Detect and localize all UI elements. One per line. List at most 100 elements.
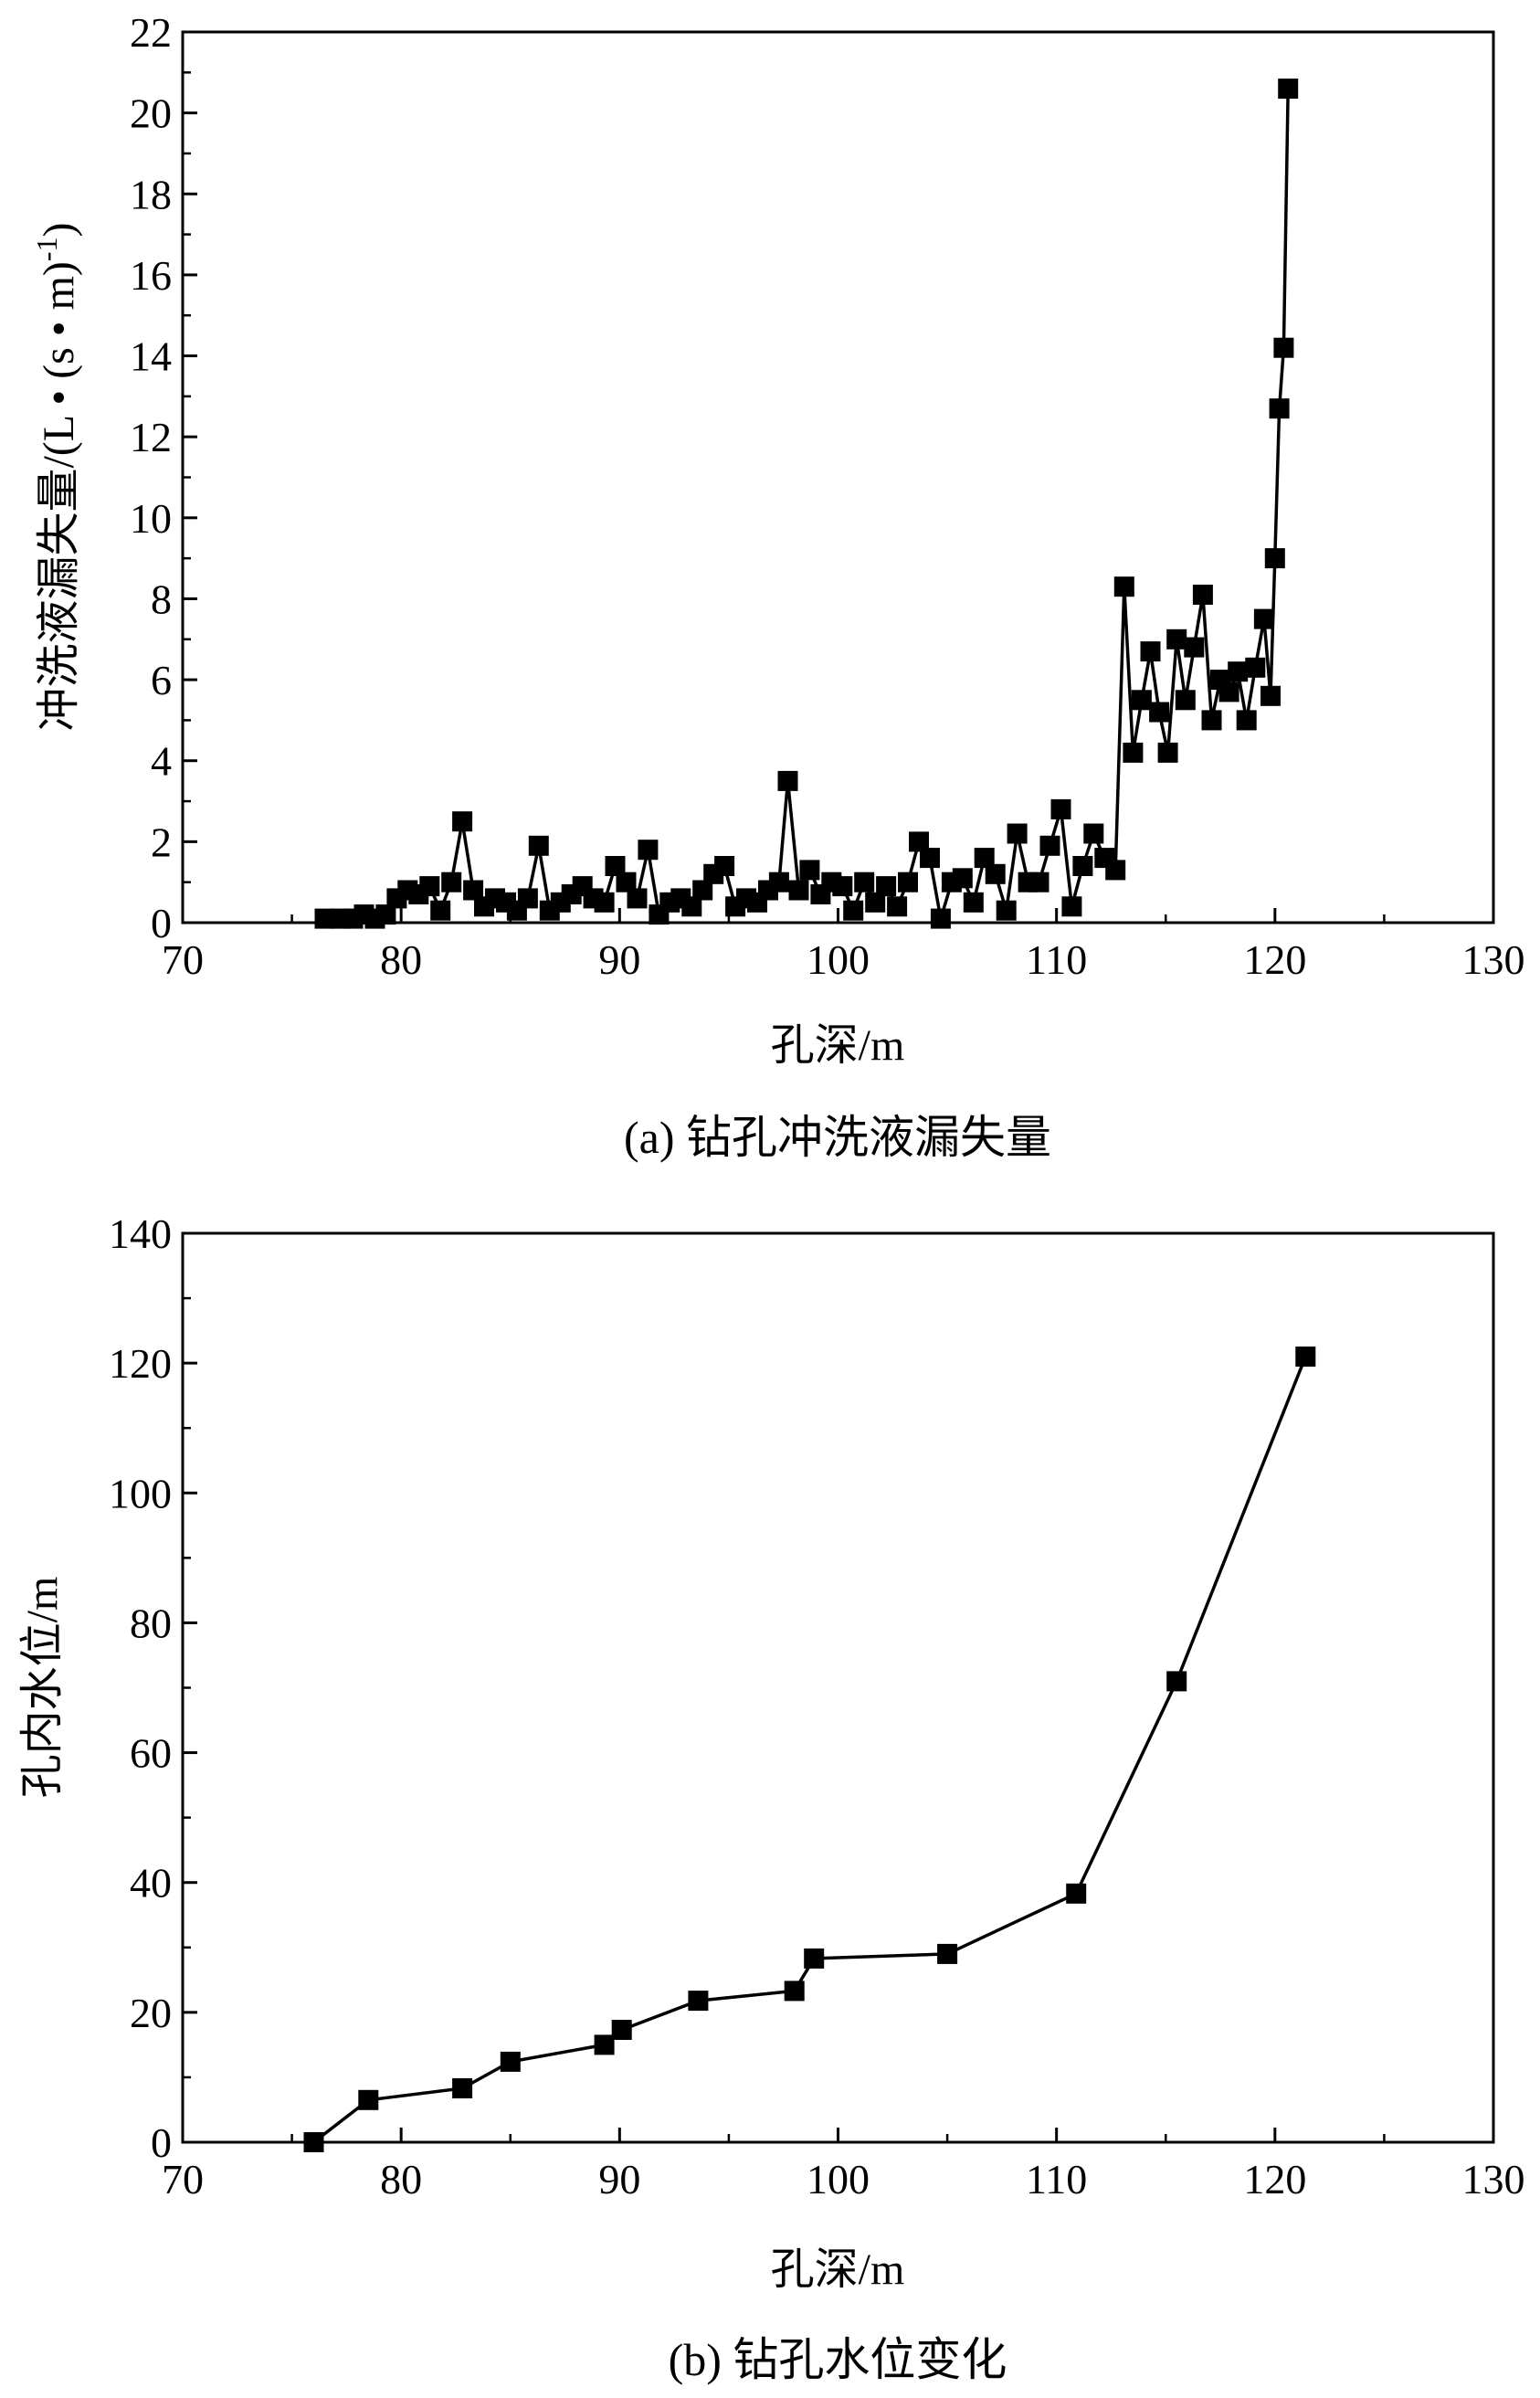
chart-b-data-point [784,1981,805,2002]
chart-a-data-point [832,876,853,897]
chart-a-data-point [627,888,648,909]
chart-b-y-tick-label: 120 [109,1340,172,1387]
chart-a-data-point [1245,657,1266,678]
chart-a-y-axis-title-main: 冲洗液漏失量/(L • (s • m) [35,261,83,731]
chart-a-y-tick-label: 18 [130,171,172,217]
chart-a-data-point [1072,856,1093,876]
chart-a-data-point [1166,629,1187,650]
chart-b-data-point [452,2078,473,2098]
chart-b-x-tick-label: 100 [807,2156,870,2203]
chart-a-data-point [1157,742,1178,763]
chart-b-x-tick-label: 110 [1026,2156,1087,2203]
chart-a-data-point [985,863,1006,884]
chart-b-y-axis-title: 孔内水位/m [18,1577,67,1799]
chart-a-data-point [887,896,908,917]
chart-a-y-tick-label: 6 [151,657,172,703]
chart-a-data-point [920,848,940,869]
chart-a-y-tick-label: 20 [130,90,172,137]
chart-a-x-tick-label: 120 [1243,936,1306,983]
chart-b-ticks: 70 80 90 100 110 120 130 0 20 40 60 80 100 120 140 [109,1210,1525,2203]
chart-a-data-point [1083,823,1104,844]
chart-a-x-tick-label: 110 [1026,936,1087,983]
chart-b-x-tick-label: 70 [162,2156,204,2203]
chart-a-y-tick-label: 12 [130,414,172,460]
chart-a-data-point [963,892,984,913]
chart-a-y-axis-title-close: ) [35,222,83,237]
chart-a-data-point [1149,702,1170,723]
chart-a-data-point [605,856,626,876]
chart-a-data-point [1123,742,1144,763]
chart-a-data-point [638,840,659,861]
chart-a-data-point [1140,641,1161,662]
chart-a-y-tick-label: 4 [151,738,172,785]
chart-a-data-point [1269,398,1290,419]
chart-a-data-point [1228,661,1249,682]
chart-a-x-tick-label: 130 [1462,936,1525,983]
chart-a-data-point [1113,576,1134,597]
chart-a-data-point [1236,710,1257,731]
chart-a-data-point [1105,860,1126,881]
chart-a-data-point [768,872,789,893]
chart-a-data-point [1201,710,1222,731]
chart-a-data-point [1192,585,1213,605]
chart-a-data-point [1028,872,1050,893]
chart-b-caption: (b) 钻孔水位变化 [669,2334,1007,2385]
chart-a-data-point [375,904,396,925]
chart-b-x-axis-title: 孔深/m [771,2245,905,2294]
chart-b-marks [303,1347,1316,2152]
chart-a-data-point [452,811,473,832]
chart-a-y-tick-label: 22 [130,9,172,56]
chart-a-data-point [865,892,886,913]
chart-b-data-point [1295,1347,1316,1367]
chart-a-data-point [974,848,995,869]
chart-a-data-point [594,892,615,913]
chart-a-data-point [1273,337,1294,358]
chart-a-data-point [1260,685,1281,706]
chart-a-x-tick-label: 90 [598,936,640,983]
chart-a-data-point [692,880,713,901]
chart-b-data-point [1066,1883,1087,1904]
chart-a-data-point [430,900,451,921]
chart-a-data-point [1175,690,1196,711]
chart-a-x-tick-label: 70 [162,936,204,983]
chart-b-series-line [312,1356,1307,2144]
chart-a-data-point [714,856,735,876]
chart-b-data-point [500,2051,521,2072]
chart-a-data-point [777,770,798,791]
chart-a-leakage: 70 80 90 100 110 120 130 0 2 4 6 8 10 12 14 16 18 20 22 孔深… [30,9,1525,1163]
chart-b-y-tick-label: 0 [151,2119,172,2166]
chart-a-series-line [324,88,1290,921]
chart-a-data-point [788,880,809,901]
chart-a-data-point [1253,608,1274,629]
chart-a-data-point [1264,548,1285,569]
chart-a-data-point [463,880,484,901]
chart-a-data-point [1061,896,1082,917]
chart-b-data-point [937,1943,958,1964]
chart-a-data-point [528,835,549,856]
chart-a-data-point [909,831,929,852]
chart-b-y-tick-label: 60 [130,1730,172,1777]
chart-b-data-point [1166,1671,1187,1692]
chart-a-data-point [1218,681,1239,702]
chart-b-y-tick-label: 40 [130,1860,172,1907]
chart-a-y-tick-label: 0 [151,900,172,946]
chart-a-x-tick-label: 100 [807,936,870,983]
chart-a-data-point [799,860,820,881]
chart-b-y-tick-label: 80 [130,1600,172,1646]
chart-a-data-point [1050,798,1071,819]
chart-a-y-axis-title-sup: -1 [30,237,63,261]
chart-a-ticks: 70 80 90 100 110 120 130 0 2 4 6 8 10 12 14 16 18 20 22 [130,9,1525,983]
chart-a-data-point [616,872,637,893]
chart-b-data-point [358,2089,379,2110]
chart-a-y-tick-label: 14 [130,333,172,380]
chart-a-plot-frame [181,30,1495,924]
chart-b-x-tick-label: 80 [380,2156,422,2203]
chart-b-x-tick-label: 130 [1462,2156,1525,2203]
chart-b-data-point [594,2034,615,2055]
chart-a-data-point [441,872,462,893]
chart-a-y-axis-title: 冲洗液漏失量/(L • (s • m)-1) [30,222,83,731]
chart-a-data-point [996,900,1017,921]
chart-b-x-tick-label: 120 [1243,2156,1306,2203]
chart-a-y-tick-label: 2 [151,819,172,865]
